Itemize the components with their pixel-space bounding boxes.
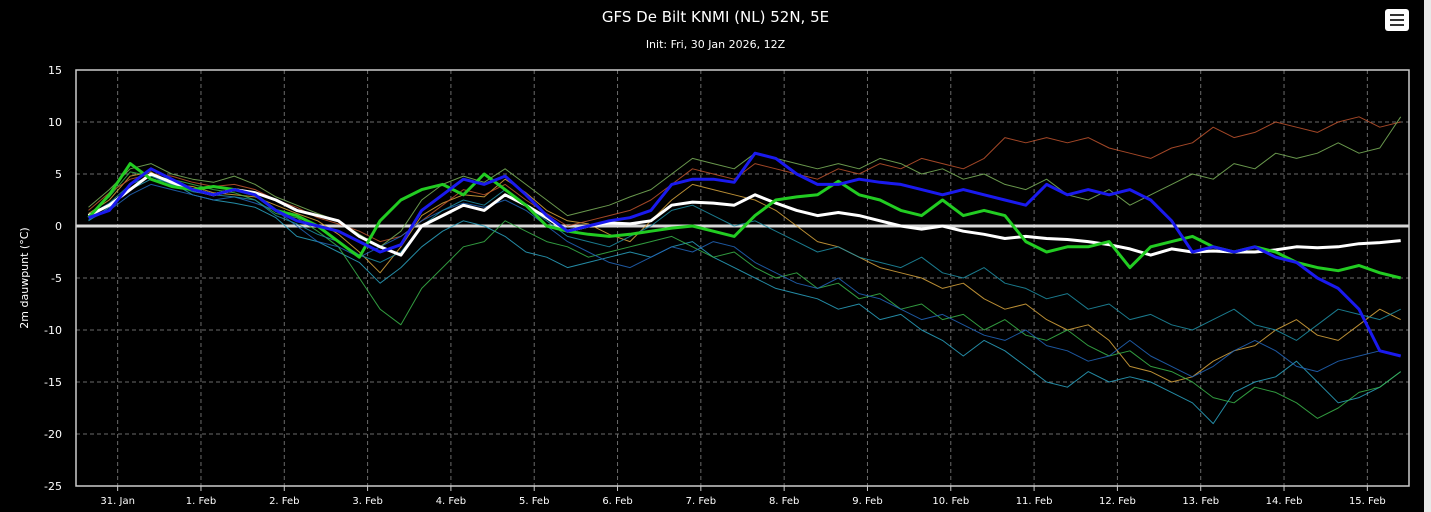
hamburger-menu-icon[interactable]	[1385, 9, 1409, 31]
series-line-0	[87, 172, 1401, 257]
x-tick-label: 31. Jan	[100, 496, 135, 507]
y-tick-label: -20	[44, 428, 62, 441]
y-tick-label: -10	[44, 324, 62, 337]
y-tick-label: 10	[48, 116, 62, 129]
series-line-4	[88, 178, 1401, 425]
chart-subtitle: Init: Fri, 30 Jan 2026, 12Z	[645, 38, 786, 51]
y-tick-label: 15	[48, 64, 62, 77]
y-tick-label: -25	[44, 480, 62, 493]
x-tick-label: 10. Feb	[932, 496, 969, 507]
x-tick-label: 5. Feb	[519, 496, 549, 507]
series-line-9	[88, 175, 1401, 341]
series-line-1	[87, 162, 1402, 280]
y-tick-label: 0	[55, 220, 62, 233]
x-tick-label: 12. Feb	[1099, 496, 1136, 507]
x-tick-label: 1. Feb	[186, 496, 216, 507]
x-tick-label: 2. Feb	[269, 496, 299, 507]
y-tick-label: -15	[44, 376, 62, 389]
x-tick-label: 13. Feb	[1182, 496, 1219, 507]
y-tick-label: -5	[51, 272, 62, 285]
series-line-6	[88, 116, 1401, 243]
chart-title: GFS De Bilt KNMI (NL) 52N, 5E	[601, 8, 830, 26]
series-line-3	[88, 171, 1401, 383]
series-line-8	[88, 116, 1402, 248]
series-line-7	[88, 183, 1401, 378]
x-tick-label: 14. Feb	[1266, 496, 1303, 507]
x-tick-label: 7. Feb	[686, 496, 716, 507]
x-tick-label: 3. Feb	[352, 496, 382, 507]
plot-frame	[75, 69, 1410, 487]
x-tick-label: 15. Feb	[1349, 496, 1386, 507]
page-scrollbar[interactable]	[1424, 0, 1431, 512]
y-axis-label: 2m dauwpunt (°C)	[18, 227, 31, 328]
x-tick-label: 4. Feb	[436, 496, 466, 507]
y-tick-label: 5	[55, 168, 62, 181]
x-tick-label: 8. Feb	[769, 496, 799, 507]
x-tick-label: 6. Feb	[602, 496, 632, 507]
x-tick-label: 9. Feb	[852, 496, 882, 507]
x-tick-label: 11. Feb	[1016, 496, 1053, 507]
series-line-2	[88, 151, 1402, 358]
